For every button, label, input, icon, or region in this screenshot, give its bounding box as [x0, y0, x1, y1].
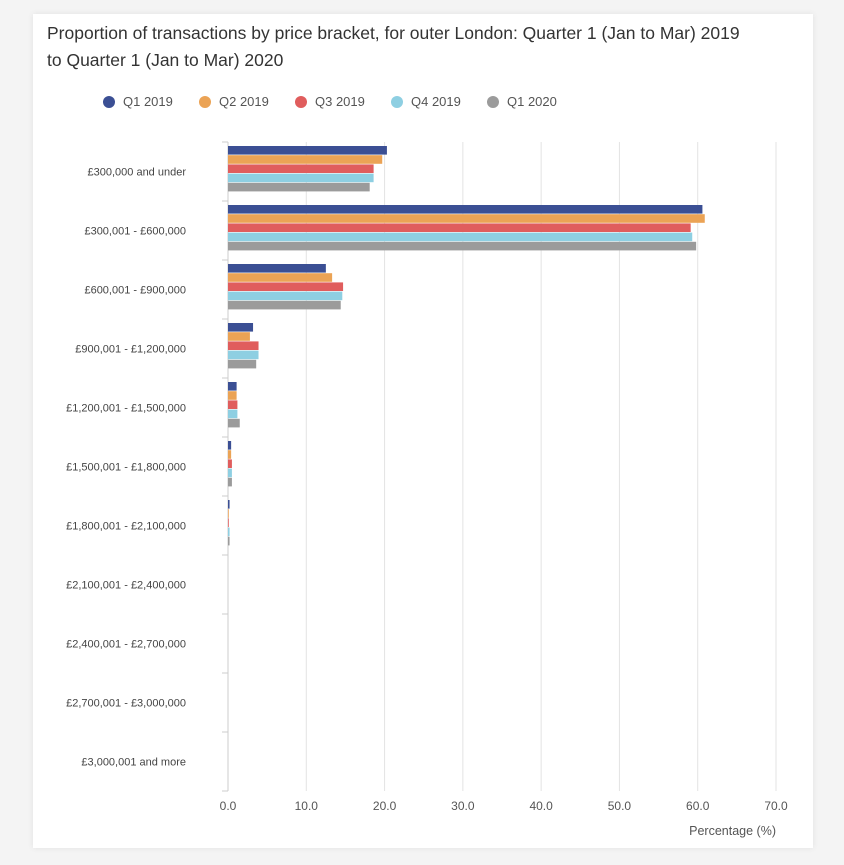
category-label: £900,001 - £1,200,000 [75, 344, 186, 356]
bar [228, 282, 344, 291]
bar [228, 232, 693, 242]
x-tick-label: 20.0 [373, 799, 397, 813]
chart-legend: Q1 2019 Q2 2019 Q3 2019 Q4 2019 Q1 2020 [103, 94, 583, 109]
bar [228, 214, 705, 223]
category-label: £600,001 - £900,000 [84, 285, 186, 297]
bar [228, 450, 232, 459]
x-tick-label: 10.0 [295, 799, 319, 813]
bar [228, 527, 230, 537]
bar [228, 500, 230, 509]
bar [228, 391, 237, 400]
bar [228, 264, 326, 273]
bar [228, 441, 232, 450]
category-label: £3,000,001 and more [81, 757, 186, 769]
category-label: £1,500,001 - £1,800,000 [66, 462, 186, 474]
legend-label: Q1 2020 [507, 94, 557, 109]
bar [228, 223, 691, 232]
legend-item[interactable]: Q3 2019 [295, 94, 391, 109]
category-label: £1,200,001 - £1,500,000 [66, 403, 186, 415]
bar [228, 205, 703, 214]
x-tick-label: 0.0 [220, 799, 237, 813]
legend-item[interactable]: Q2 2019 [199, 94, 295, 109]
category-label: £1,800,001 - £2,100,000 [66, 521, 186, 533]
bar [228, 300, 341, 310]
bar [228, 164, 374, 173]
x-tick-label: 60.0 [686, 799, 710, 813]
legend-item[interactable]: Q1 2020 [487, 94, 583, 109]
bar [228, 241, 697, 251]
category-label: £300,000 and under [88, 167, 187, 179]
bar [228, 468, 232, 478]
bar [228, 155, 383, 164]
legend-swatch-icon [295, 95, 307, 108]
legend-item[interactable]: Q1 2019 [103, 94, 199, 109]
bar-chart: 0.0 10.0 20.0 30.0 40.0 50.0 60.0 70.0 £300,000 … [66, 141, 788, 838]
bar [228, 382, 237, 391]
legend-swatch-icon [391, 95, 403, 108]
chart-card: Proportion of transactions by price brac… [33, 14, 813, 848]
bar [228, 173, 374, 183]
legend-swatch-icon [199, 95, 211, 108]
bar [228, 477, 232, 487]
bar [228, 323, 254, 332]
x-axis-label: Percentage (%) [689, 824, 776, 838]
bar [228, 350, 259, 360]
chart-title: Proportion of transactions by price brac… [47, 23, 740, 70]
bar [228, 332, 250, 341]
x-tick-label: 40.0 [529, 799, 553, 813]
x-tick-label: 50.0 [608, 799, 632, 813]
category-label: £2,100,001 - £2,400,000 [66, 580, 186, 592]
bar [228, 273, 333, 282]
category-label: £300,001 - £600,000 [84, 226, 186, 238]
legend-swatch-icon [487, 95, 499, 108]
legend-label: Q2 2019 [219, 94, 269, 109]
x-tick-label: 70.0 [764, 799, 788, 813]
category-label: £2,400,001 - £2,700,000 [66, 639, 186, 651]
legend-item[interactable]: Q4 2019 [391, 94, 487, 109]
bar [228, 459, 232, 468]
bar [228, 536, 230, 546]
x-tick-label: 30.0 [451, 799, 475, 813]
bar [228, 418, 240, 428]
bar [228, 291, 343, 301]
bar [228, 341, 259, 350]
bar [228, 518, 229, 527]
bar [228, 400, 238, 409]
legend-swatch-icon [103, 95, 115, 108]
legend-label: Q3 2019 [315, 94, 365, 109]
bar [228, 359, 257, 369]
bar [228, 146, 387, 155]
category-label: £2,700,001 - £3,000,000 [66, 698, 186, 710]
legend-label: Q1 2019 [123, 94, 173, 109]
bar [228, 409, 238, 419]
legend-label: Q4 2019 [411, 94, 461, 109]
bar [228, 509, 229, 518]
bar [228, 182, 370, 192]
